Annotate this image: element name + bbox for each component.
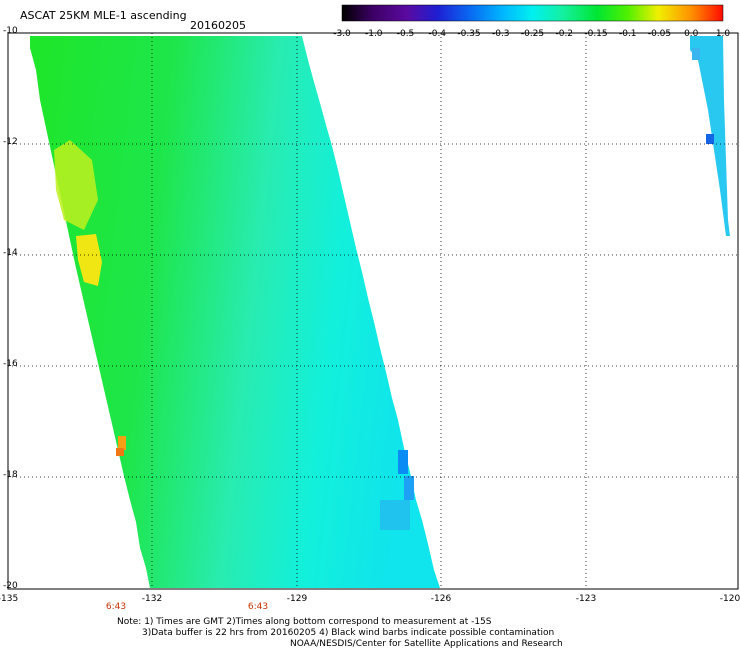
blue-patch xyxy=(706,134,714,144)
note-line-1: Note: 1) Times are GMT 2)Times along bot… xyxy=(117,617,492,627)
pass-time-label: 6:43 xyxy=(247,602,269,612)
colorbar-tick-label: -1.0 xyxy=(364,29,383,39)
latitude-label: -20 xyxy=(3,581,18,591)
swath-main xyxy=(30,36,440,588)
blue-patch xyxy=(380,500,410,530)
colorbar-tick-label: -0.5 xyxy=(396,29,415,39)
blue-patch xyxy=(692,48,700,60)
yellow-patch xyxy=(54,140,98,230)
longitude-label: -135 xyxy=(0,594,19,604)
colorbar-tick-label: -3.0 xyxy=(333,29,351,39)
latitude-label: -14 xyxy=(3,248,18,258)
plot-frame xyxy=(7,32,739,590)
latitude-label: -16 xyxy=(3,359,18,369)
swath-right xyxy=(690,36,730,236)
latitude-label: -10 xyxy=(3,26,18,36)
grid xyxy=(8,33,738,589)
colorbar-tick-label: 0.0 xyxy=(684,29,699,39)
latitude-label: -12 xyxy=(3,137,18,147)
colorbar-tick-label: -0.25 xyxy=(520,29,545,39)
longitude-label: -120 xyxy=(719,594,740,604)
pass-time-label: 6:43 xyxy=(105,602,127,612)
longitude-label: -132 xyxy=(141,594,163,604)
orange-patch xyxy=(116,448,124,456)
blue-patch xyxy=(404,476,414,500)
colorbar-tick-label: -0.4 xyxy=(428,29,447,39)
colorbar-tick-label: -0.35 xyxy=(457,29,481,39)
colorbar-tick-label: -0.1 xyxy=(618,29,637,39)
note-line-3: NOAA/NESDIS/Center for Satellite Applica… xyxy=(290,639,563,649)
note-line-2: 3)Data buffer is 22 hrs from 20160205 4)… xyxy=(142,628,555,638)
yellow-patch xyxy=(76,234,102,286)
blue-patch xyxy=(398,450,408,474)
colorbar-tick-label: -0.2 xyxy=(555,29,574,39)
colorbar-tick-label: -0.3 xyxy=(491,29,510,39)
longitude-label: -123 xyxy=(575,594,597,604)
orange-patch xyxy=(118,436,126,450)
colorbar-tick-label: 1.0 xyxy=(715,29,731,39)
map-date: 20160205 xyxy=(190,19,246,32)
colorbar-tick-label: -0.05 xyxy=(647,29,672,39)
map-title: ASCAT 25KM MLE-1 ascending xyxy=(20,9,187,22)
latitude-label: -18 xyxy=(3,470,18,480)
longitude-label: -129 xyxy=(286,594,308,604)
colorbar xyxy=(341,4,724,22)
colorbar-tick-label: -0.15 xyxy=(584,29,608,39)
longitude-label: -126 xyxy=(430,594,452,604)
